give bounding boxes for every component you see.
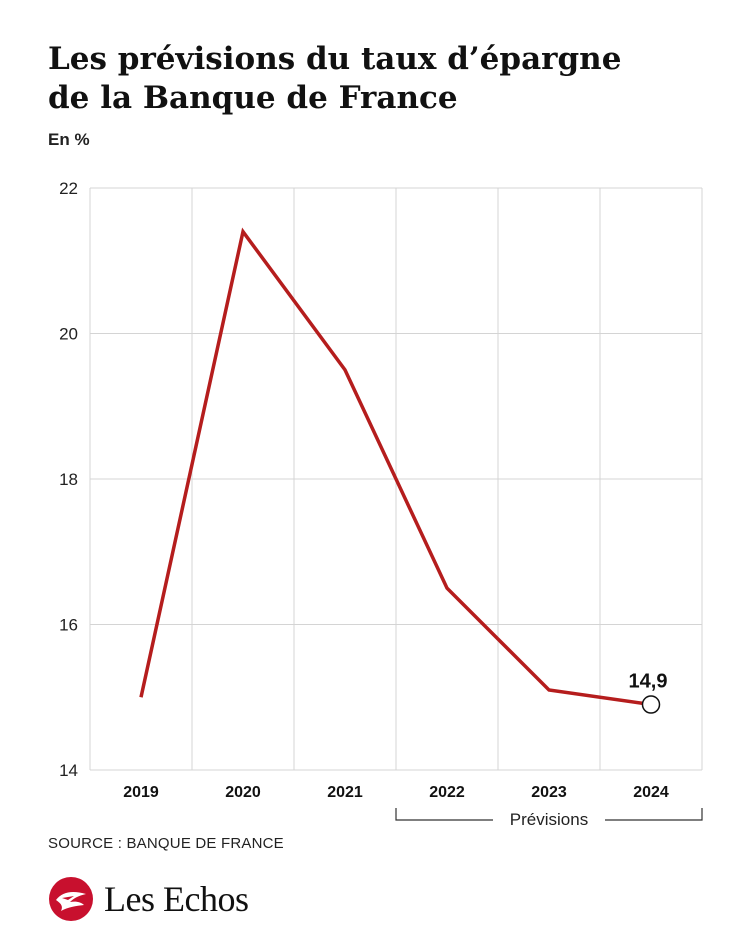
y-tick-labels: 14 16 18 20 22 [59, 179, 78, 780]
x-tick-label: 2023 [531, 784, 567, 801]
x-tick-label: 2022 [429, 784, 465, 801]
chart-title: Les prévisions du taux d’épargne de la B… [48, 40, 708, 118]
markers: 14,9 [629, 671, 668, 714]
x-tick-labels: 2019 2020 2021 2022 2023 2024 [123, 784, 669, 801]
y-tick-label: 14 [59, 761, 78, 780]
y-tick-label: 18 [59, 470, 78, 489]
series-lines [139, 227, 652, 707]
x-tick-label: 2021 [327, 784, 363, 801]
y-tick-label: 20 [59, 325, 78, 344]
brand-logo: Les Echos [48, 876, 249, 922]
data-label-2024: 14,9 [629, 671, 668, 693]
y-tick-label: 16 [59, 616, 78, 635]
x-tick-label: 2024 [633, 784, 669, 801]
brand-name: Les Echos [104, 879, 249, 919]
source-note: SOURCE : BANQUE DE FRANCE [48, 835, 284, 852]
bracket-label: Prévisions [510, 810, 588, 829]
grid [89, 187, 703, 771]
bracket-left [395, 808, 493, 821]
title-line-2: de la Banque de France [48, 80, 458, 116]
x-tick-label: 2020 [225, 784, 261, 801]
title-line-1: Les prévisions du taux d’épargne [48, 41, 622, 77]
end-point-marker [641, 695, 661, 714]
les-echos-emblem-icon [49, 877, 93, 921]
y-tick-label: 22 [59, 179, 78, 198]
bracket-right [605, 808, 703, 821]
x-tick-label: 2019 [123, 784, 159, 801]
series-line [139, 227, 652, 707]
forecast-bracket: Prévisions [395, 808, 703, 829]
unit-label: En % [48, 130, 90, 149]
